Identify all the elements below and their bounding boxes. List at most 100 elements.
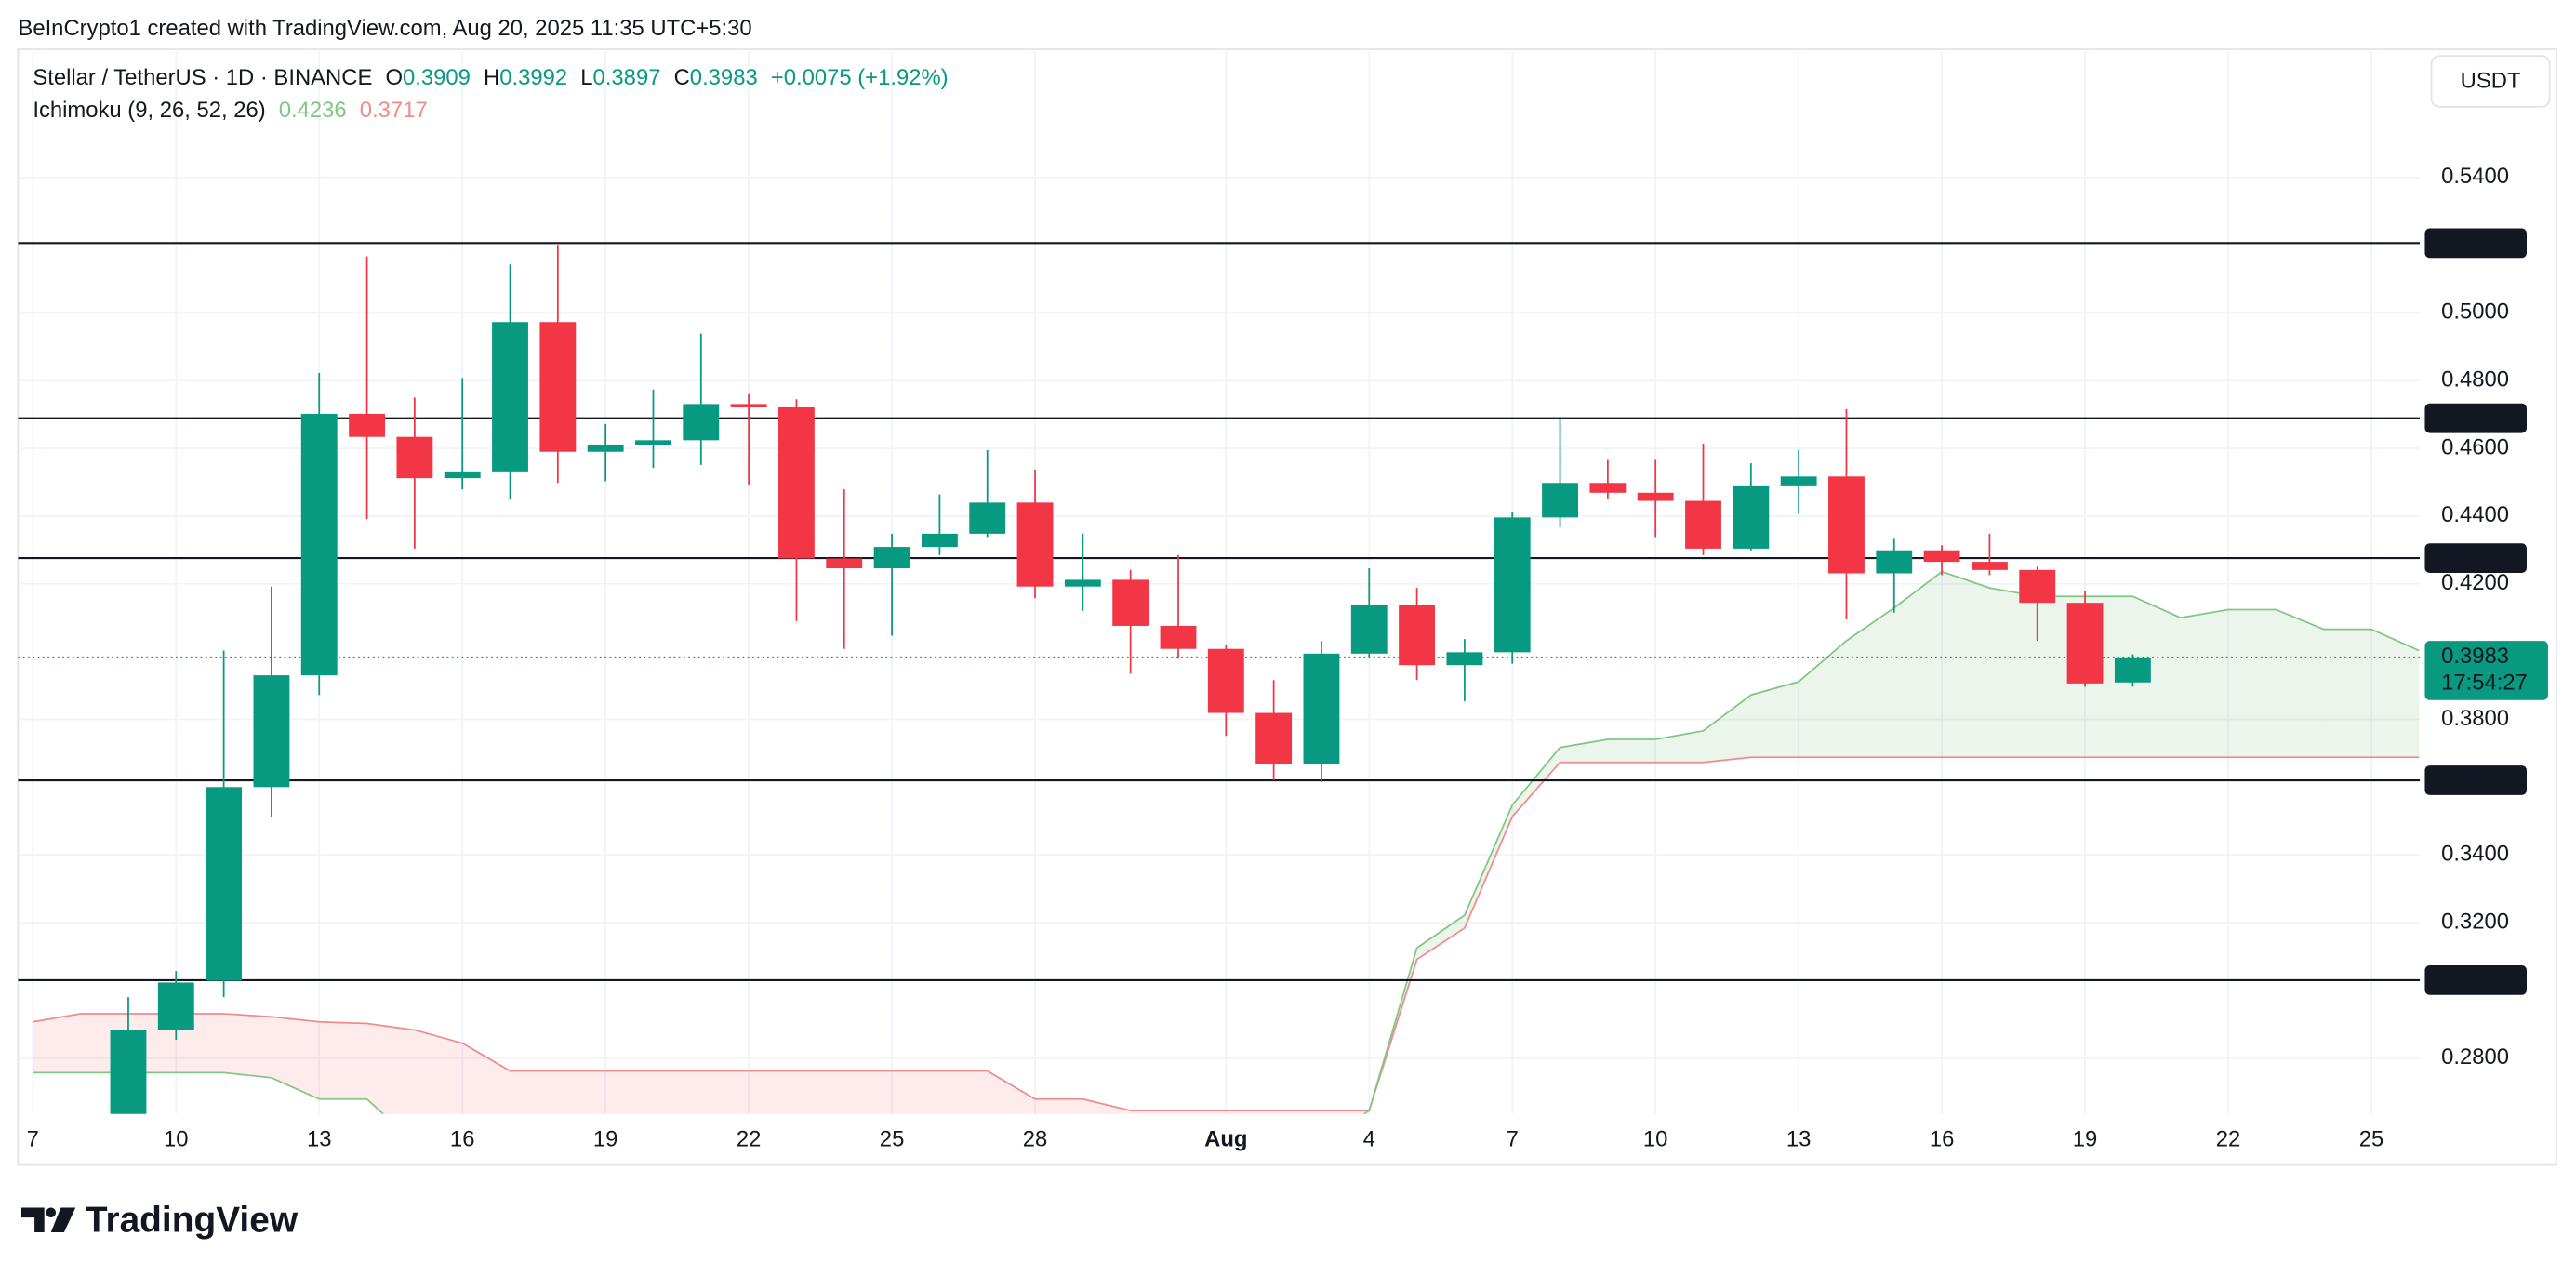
candle-body (444, 471, 481, 479)
candle-body (1303, 653, 1340, 764)
x-tick-label: 4 (1363, 1126, 1375, 1151)
x-tick-label: 22 (737, 1126, 762, 1151)
candle-body (826, 558, 863, 569)
candle-body (539, 322, 577, 452)
x-tick-label: 16 (450, 1126, 475, 1151)
credit: BeInCrypto1 created with TradingView.com… (18, 16, 751, 41)
candle-body (2019, 569, 2056, 604)
x-tick-label: 7 (27, 1126, 39, 1151)
indicator-value: 0.4236 (279, 98, 347, 123)
y-tick-label: 0.4600 (2441, 434, 2509, 459)
countdown-label: 17:54:27 (2441, 670, 2528, 695)
x-tick-label: Aug (1204, 1126, 1247, 1151)
y-tick-label: 0.3800 (2441, 706, 2509, 731)
candle-body (1923, 550, 1960, 563)
cloud-fill (749, 1070, 797, 1114)
cloud-fill (510, 1070, 558, 1114)
ohlc-key: H (484, 65, 499, 90)
cloud-fill (939, 1070, 988, 1114)
logo-mark (20, 1207, 45, 1232)
cloud-fill (1464, 804, 1513, 928)
cloud-fill (1273, 1110, 1321, 1114)
candle-body (1160, 625, 1197, 649)
candle-body (492, 322, 528, 472)
cloud-fill (1416, 914, 1465, 960)
cloud-fill (1512, 747, 1560, 817)
cloud-fill (1177, 1110, 1227, 1114)
cloud-fill (1130, 1110, 1178, 1114)
candle-body (1637, 492, 1674, 501)
cloud-fill (605, 1070, 654, 1114)
x-tick-label: 13 (1786, 1126, 1812, 1151)
candle-body (730, 404, 767, 408)
candle-body (110, 1030, 147, 1114)
candle-body (683, 404, 720, 441)
candle-body (1350, 604, 1388, 654)
cloud-fill (1799, 640, 1847, 758)
level-tag (2424, 543, 2528, 573)
candle-body (2066, 603, 2104, 684)
level-tag (2424, 965, 2528, 995)
currency-button[interactable] (2430, 55, 2551, 108)
level-label: 0.4689 (2441, 405, 2509, 430)
symbol: Stellar / TetherUS · 1D · BINANCE (33, 65, 372, 90)
cloud-fill (366, 1023, 415, 1114)
candle-body (1828, 476, 1865, 574)
x-tick-label: 19 (593, 1126, 618, 1151)
x-tick-label: 25 (2359, 1126, 2384, 1151)
cloud-fill (2370, 629, 2420, 758)
change: +0.0075 (+1.92%) (771, 65, 949, 90)
logo-mark (50, 1207, 76, 1232)
ohlc-value: 0.3983 (690, 65, 758, 90)
level-label: 0.4276 (2441, 544, 2509, 569)
cloud-fill (987, 1070, 1036, 1114)
candle-body (349, 413, 385, 437)
cloud-fill (1226, 1110, 1274, 1114)
ohlc-value: 0.3992 (499, 65, 567, 90)
candle-body (396, 436, 433, 479)
y-tick-label: 0.4800 (2441, 367, 2509, 392)
logo-text: TradingView (86, 1201, 299, 1241)
cloud-fill (1321, 1110, 1370, 1114)
x-tick-label: 10 (1643, 1126, 1668, 1151)
candle-body (253, 675, 290, 788)
y-tick-label: 0.4200 (2441, 570, 2509, 595)
level-label: 0.5206 (2441, 230, 2509, 255)
candle-body (157, 982, 194, 1030)
cloud-fill (223, 1013, 272, 1078)
ohlc-key: L (580, 65, 592, 90)
x-tick-label: 13 (307, 1126, 332, 1151)
candle-body (1399, 604, 1436, 666)
legend-line: Stellar / TetherUS · 1D · BINANCE O0.3909… (33, 65, 948, 90)
candle-body (635, 440, 671, 445)
currency-label[interactable]: USDT (2461, 69, 2521, 94)
cloud-fill (653, 1070, 701, 1114)
y-tick-label: 0.3200 (2441, 909, 2509, 934)
cloud-fill (843, 1070, 893, 1114)
x-tick-label: 16 (1930, 1126, 1955, 1151)
candle-body (969, 502, 1006, 534)
cloud-fill (2276, 609, 2324, 758)
ohlc-key: O (385, 65, 403, 90)
candle-body (1207, 648, 1244, 713)
ichimoku-line (33, 756, 2420, 1112)
last-price-label: 0.3983 (2441, 644, 2509, 669)
ohlc-key: C (674, 65, 690, 90)
cloud-fill (271, 1017, 320, 1099)
cloud-fill (414, 1030, 463, 1114)
indicator-value: 0.3717 (360, 98, 428, 123)
x-tick-label: 28 (1023, 1126, 1048, 1151)
candle-body (587, 445, 624, 452)
cloud-fill (700, 1070, 750, 1114)
candle-body (778, 407, 815, 559)
cloud-fill (2180, 609, 2229, 758)
x-tick-label: 7 (1507, 1126, 1519, 1151)
cloud-fill (1082, 1098, 1131, 1114)
candle-body (1542, 483, 1578, 518)
candle-body (1876, 550, 1913, 574)
candle-body (1446, 652, 1483, 666)
y-tick-label: 0.3400 (2441, 841, 2509, 866)
cloud-fill (1655, 730, 1704, 763)
